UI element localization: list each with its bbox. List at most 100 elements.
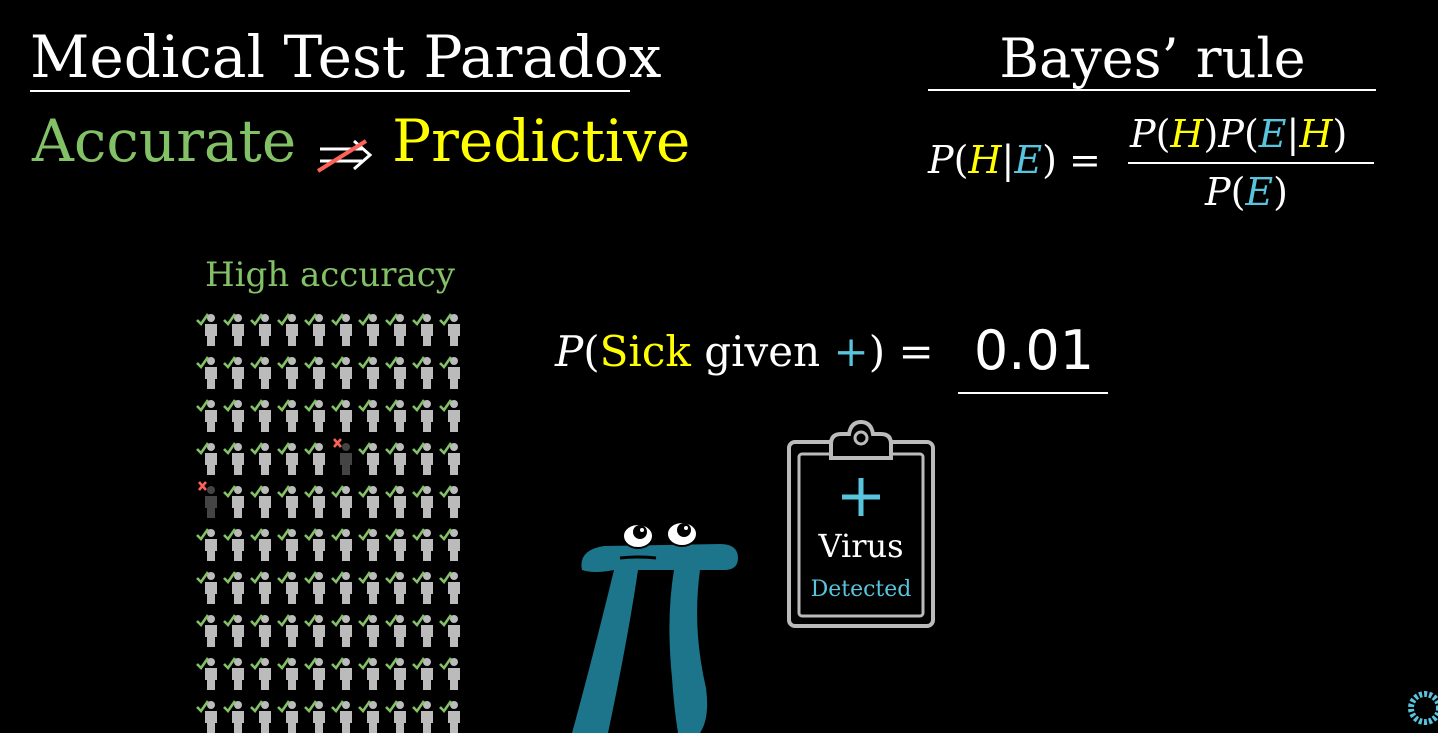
person-icon xyxy=(439,399,460,432)
check-icon xyxy=(439,313,453,327)
check-icon xyxy=(196,614,210,628)
person-icon xyxy=(331,614,352,647)
check-icon xyxy=(223,571,237,585)
person-icon xyxy=(385,700,406,733)
check-icon xyxy=(223,399,237,413)
person-icon xyxy=(331,700,352,733)
person-icon xyxy=(196,356,217,389)
check-icon xyxy=(277,356,291,370)
check-icon xyxy=(439,442,453,456)
person-icon xyxy=(358,571,379,604)
person-icon xyxy=(223,356,244,389)
check-icon xyxy=(250,485,264,499)
check-icon xyxy=(250,313,264,327)
check-icon xyxy=(331,657,345,671)
check-icon xyxy=(412,614,426,628)
fraction-bar xyxy=(1128,162,1374,164)
person-icon xyxy=(277,528,298,561)
person-icon xyxy=(304,485,325,518)
person-icon xyxy=(439,571,460,604)
check-icon xyxy=(304,313,318,327)
check-icon xyxy=(250,571,264,585)
check-icon xyxy=(412,700,426,714)
predictive-label: Predictive xyxy=(392,107,691,175)
check-icon xyxy=(358,399,372,413)
person-icon xyxy=(277,571,298,604)
person-icon xyxy=(196,399,217,432)
person-icon xyxy=(223,399,244,432)
check-icon xyxy=(439,657,453,671)
clipboard-icon xyxy=(787,419,935,628)
person-icon xyxy=(277,485,298,518)
check-icon xyxy=(304,442,318,456)
check-icon xyxy=(412,356,426,370)
check-icon xyxy=(304,399,318,413)
person-icon xyxy=(196,442,217,475)
bayes-rule-title: Bayes’ rule xyxy=(999,27,1306,90)
check-icon xyxy=(439,700,453,714)
check-icon xyxy=(358,614,372,628)
person-icon xyxy=(250,313,271,346)
check-icon xyxy=(385,528,399,542)
person-icon xyxy=(196,614,217,647)
check-icon xyxy=(196,356,210,370)
check-icon xyxy=(223,313,237,327)
check-icon xyxy=(358,657,372,671)
check-icon xyxy=(250,700,264,714)
check-icon xyxy=(304,657,318,671)
check-icon xyxy=(358,442,372,456)
title-underline xyxy=(30,90,630,92)
person-icon xyxy=(385,356,406,389)
probability-underline xyxy=(958,392,1108,394)
person-icon xyxy=(439,700,460,733)
check-icon xyxy=(250,614,264,628)
check-icon xyxy=(196,313,210,327)
person-icon xyxy=(250,571,271,604)
person-icon xyxy=(385,528,406,561)
person-icon xyxy=(304,356,325,389)
person-icon xyxy=(331,356,352,389)
person-icon xyxy=(412,356,433,389)
given-label: given xyxy=(704,327,821,376)
check-icon xyxy=(412,571,426,585)
person-icon xyxy=(277,356,298,389)
check-icon xyxy=(223,614,237,628)
plus-label: + xyxy=(833,327,869,376)
check-icon xyxy=(385,313,399,327)
person-icon xyxy=(250,356,271,389)
check-icon xyxy=(331,528,345,542)
check-icon xyxy=(223,528,237,542)
check-icon xyxy=(196,700,210,714)
person-icon xyxy=(358,313,379,346)
check-icon xyxy=(304,528,318,542)
check-icon xyxy=(277,485,291,499)
probability-equation: P(Sick given +) = xyxy=(555,325,934,379)
person-icon xyxy=(223,614,244,647)
check-icon xyxy=(412,442,426,456)
person-icon xyxy=(412,571,433,604)
check-icon xyxy=(304,700,318,714)
check-icon xyxy=(277,313,291,327)
check-icon xyxy=(385,700,399,714)
person-icon xyxy=(412,657,433,690)
check-icon xyxy=(304,571,318,585)
person-icon xyxy=(385,657,406,690)
formula-denominator: P(E) xyxy=(1205,170,1288,214)
check-icon xyxy=(439,528,453,542)
population-grid xyxy=(196,313,460,733)
person-icon xyxy=(358,657,379,690)
person-icon xyxy=(439,356,460,389)
check-icon xyxy=(331,614,345,628)
person-icon xyxy=(223,657,244,690)
check-icon xyxy=(250,399,264,413)
check-icon xyxy=(223,657,237,671)
check-icon xyxy=(412,657,426,671)
person-icon xyxy=(304,614,325,647)
person-icon xyxy=(304,657,325,690)
check-icon xyxy=(385,356,399,370)
check-icon xyxy=(385,442,399,456)
cross-icon xyxy=(333,438,342,448)
check-icon xyxy=(223,356,237,370)
check-icon xyxy=(223,485,237,499)
person-icon xyxy=(412,528,433,561)
